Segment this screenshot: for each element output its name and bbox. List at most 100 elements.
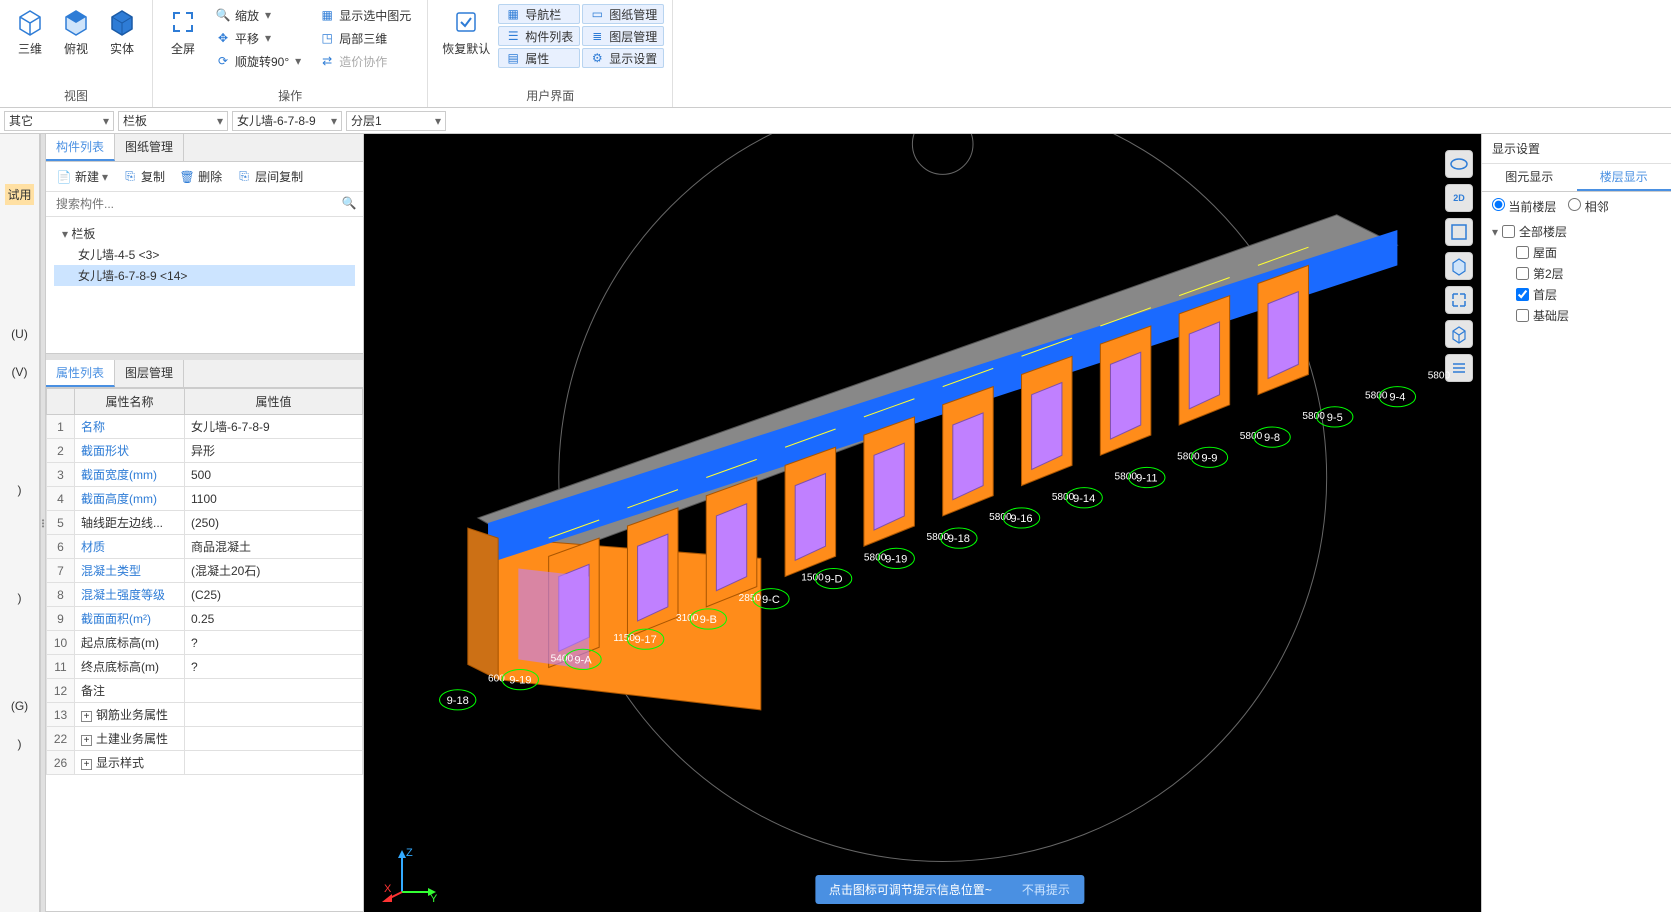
rail-r[interactable]: ) bbox=[16, 735, 24, 753]
rotate-icon: ⟳ bbox=[215, 53, 231, 69]
pan-icon: ✥ bbox=[215, 30, 231, 46]
prop-row[interactable]: 12备注 bbox=[47, 679, 363, 703]
tab-component-list[interactable]: 构件列表 bbox=[46, 134, 115, 161]
settings-icon: ⚙ bbox=[589, 50, 605, 66]
show-selected-button[interactable]: ▦显示选中图元 bbox=[315, 4, 415, 26]
rp-all-floors[interactable]: ▾ 全部楼层 bbox=[1492, 221, 1661, 242]
search-input[interactable] bbox=[52, 195, 341, 213]
svg-text:9-18: 9-18 bbox=[447, 695, 469, 707]
local-3d-button[interactable]: ◳局部三维 bbox=[315, 27, 415, 49]
new-button[interactable]: 📄新建▾ bbox=[52, 166, 112, 187]
prop-row[interactable]: 1名称女儿墙-6-7-8-9 bbox=[47, 415, 363, 439]
svg-text:9-8: 9-8 bbox=[1264, 432, 1280, 444]
tree-item-1[interactable]: 女儿墙-6-7-8-9 <14> bbox=[54, 265, 355, 286]
cost-collab-button[interactable]: ⇄造价协作 bbox=[315, 50, 415, 72]
svg-text:9-9: 9-9 bbox=[1201, 452, 1217, 464]
floor-item[interactable]: 首层 bbox=[1492, 284, 1661, 305]
viewport-scene: 9-186009-1954009-A11509-1731009-B28509-C… bbox=[364, 134, 1481, 912]
property-table: 属性名称 属性值 1名称女儿墙-6-7-8-92截面形状异形3截面宽度(mm)5… bbox=[46, 388, 363, 775]
vp-iso-tool[interactable] bbox=[1445, 252, 1473, 280]
prop-row[interactable]: 26+显示样式 bbox=[47, 751, 363, 775]
prop-row[interactable]: 10起点底标高(m)? bbox=[47, 631, 363, 655]
prop-row[interactable]: 9截面面积(m²)0.25 bbox=[47, 607, 363, 631]
rail-u[interactable]: (U) bbox=[9, 325, 30, 343]
filter-component[interactable]: 女儿墙-6-7-8-9 bbox=[232, 111, 342, 131]
comp-list-toggle-button[interactable]: ☰构件列表 bbox=[498, 26, 580, 46]
svg-text:5400: 5400 bbox=[551, 653, 574, 664]
prop-row[interactable]: 22+土建业务属性 bbox=[47, 727, 363, 751]
svg-text:1500: 1500 bbox=[801, 573, 824, 584]
pan-button[interactable]: ✥平移▾ bbox=[211, 27, 305, 49]
floor-item[interactable]: 屋面 bbox=[1492, 242, 1661, 263]
rail-trial[interactable]: 试用 bbox=[5, 184, 33, 205]
prop-row[interactable]: 8混凝土强度等级(C25) bbox=[47, 583, 363, 607]
dwg-mgr-toggle-button[interactable]: ▭图纸管理 bbox=[582, 4, 664, 24]
ribbon-group-view: 三维 俯视 实体 视图 bbox=[0, 0, 153, 107]
floor-item[interactable]: 第2层 bbox=[1492, 263, 1661, 284]
vp-list-tool[interactable] bbox=[1445, 354, 1473, 382]
prop-row[interactable]: 2截面形状异形 bbox=[47, 439, 363, 463]
prop-col-index bbox=[47, 389, 75, 415]
cost-icon: ⇄ bbox=[319, 53, 335, 69]
vp-section-tool[interactable] bbox=[1445, 286, 1473, 314]
fullscreen-button[interactable]: 全屏 bbox=[161, 4, 205, 84]
tab-properties[interactable]: 属性列表 bbox=[46, 360, 115, 387]
prop-row[interactable]: 3截面宽度(mm)500 bbox=[47, 463, 363, 487]
prop-row[interactable]: 4截面高度(mm)1100 bbox=[47, 487, 363, 511]
svg-text:9-4: 9-4 bbox=[1389, 392, 1405, 404]
prop-row[interactable]: 5轴线距左边线...(250) bbox=[47, 511, 363, 535]
prop-row[interactable]: 13+钢筋业务属性 bbox=[47, 703, 363, 727]
viewport-3d[interactable]: 9-186009-1954009-A11509-1731009-B28509-C… bbox=[364, 134, 1481, 912]
props-toggle-button[interactable]: ▤属性 bbox=[498, 48, 580, 68]
svg-text:5800: 5800 bbox=[1302, 411, 1325, 422]
svg-text:9-19: 9-19 bbox=[885, 553, 907, 565]
tab-drawing-mgr[interactable]: 图纸管理 bbox=[115, 134, 184, 161]
rp-tab-floor[interactable]: 楼层显示 bbox=[1577, 164, 1671, 191]
prop-row[interactable]: 6材质商品混凝土 bbox=[47, 535, 363, 559]
hint-text: 点击图标可调节提示信息位置~ bbox=[829, 881, 992, 898]
rail-d[interactable]: ) bbox=[16, 481, 24, 499]
svg-text:5800: 5800 bbox=[1365, 391, 1388, 402]
rotate90-button[interactable]: ⟳顺旋转90°▾ bbox=[211, 50, 305, 72]
hint-dismiss[interactable]: 不再提示 bbox=[1022, 881, 1070, 898]
prop-row[interactable]: 7混凝土类型(混凝土20石) bbox=[47, 559, 363, 583]
copy-layer-button[interactable]: ⎘层间复制 bbox=[232, 166, 307, 187]
svg-text:9-19: 9-19 bbox=[509, 675, 531, 687]
vp-box-tool[interactable] bbox=[1445, 320, 1473, 348]
floor-item[interactable]: 基础层 bbox=[1492, 305, 1661, 326]
view-3d-button[interactable]: 三维 bbox=[8, 4, 52, 84]
svg-text:9-18: 9-18 bbox=[948, 533, 970, 545]
tree-root[interactable]: ▾ 栏板 bbox=[54, 223, 355, 244]
svg-text:5800: 5800 bbox=[1052, 492, 1075, 503]
svg-text:9-B: 9-B bbox=[700, 614, 717, 626]
prop-row[interactable]: 11终点底标高(m)? bbox=[47, 655, 363, 679]
tab-layer-mgr[interactable]: 图层管理 bbox=[115, 360, 184, 387]
filter-type[interactable]: 栏板 bbox=[118, 111, 228, 131]
rp-tab-element[interactable]: 图元显示 bbox=[1482, 164, 1577, 191]
vp-top-tool[interactable] bbox=[1445, 218, 1473, 246]
rail-v[interactable]: (V) bbox=[10, 363, 30, 381]
rail-i[interactable]: ) bbox=[16, 589, 24, 607]
radio-adjacent-floor[interactable]: 相邻 bbox=[1568, 198, 1608, 215]
view-solid-button[interactable]: 实体 bbox=[100, 4, 144, 84]
restore-default-button[interactable]: 恢复默认 bbox=[436, 4, 496, 84]
filter-category[interactable]: 其它 bbox=[4, 111, 114, 131]
vp-2d-tool[interactable]: 2D bbox=[1445, 184, 1473, 212]
fullscreen-icon bbox=[167, 6, 199, 38]
ribbon-group-ui-label: 用户界面 bbox=[436, 84, 664, 107]
display-settings-toggle-button[interactable]: ⚙显示设置 bbox=[582, 48, 664, 68]
search-icon[interactable]: 🔍 bbox=[341, 195, 357, 211]
view-ortho-button[interactable]: 俯视 bbox=[54, 4, 98, 84]
tree-item-0[interactable]: 女儿墙-4-5 <3> bbox=[54, 244, 355, 265]
vp-orbit-tool[interactable] bbox=[1445, 150, 1473, 178]
prop-col-name: 属性名称 bbox=[75, 389, 185, 415]
rail-g[interactable]: (G) bbox=[9, 697, 30, 715]
layer-mgr-toggle-button[interactable]: ≣图层管理 bbox=[582, 26, 664, 46]
radio-current-floor[interactable]: 当前楼层 bbox=[1492, 198, 1556, 215]
copy-button[interactable]: ⎘复制 bbox=[118, 166, 169, 187]
filter-layer[interactable]: 分层1 bbox=[346, 111, 446, 131]
delete-button[interactable]: 🗑删除 bbox=[175, 166, 226, 187]
svg-text:9-17: 9-17 bbox=[635, 634, 657, 646]
zoom-button[interactable]: 🔍缩放▾ bbox=[211, 4, 305, 26]
navbar-toggle-button[interactable]: ▦导航栏 bbox=[498, 4, 580, 24]
